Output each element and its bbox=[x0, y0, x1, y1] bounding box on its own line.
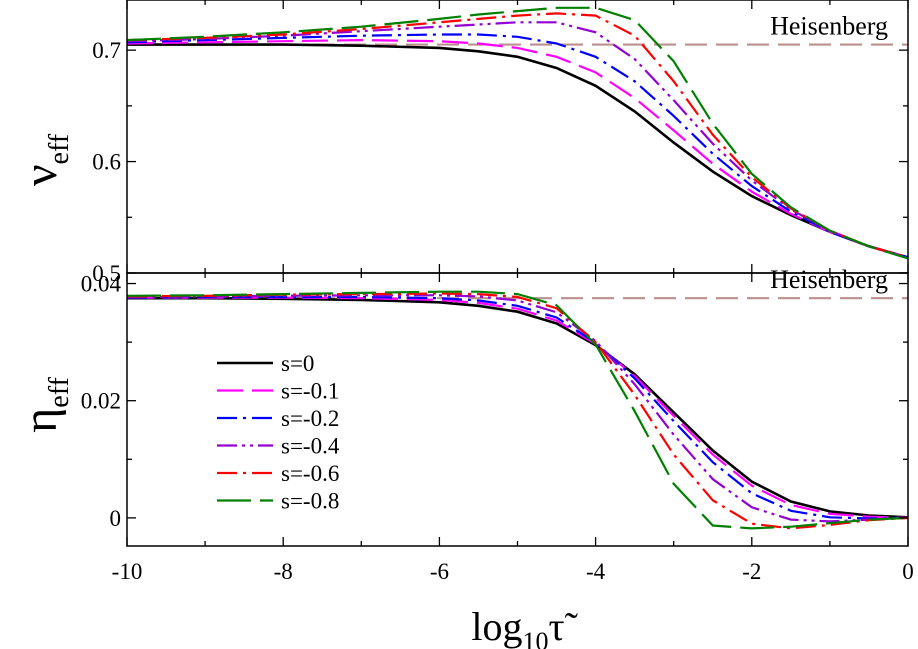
series-line-eta-1 bbox=[127, 296, 908, 519]
y-tick-label-0: 0.7 bbox=[92, 38, 121, 63]
x-tick-label: -4 bbox=[586, 559, 606, 584]
bottom-ylabel: ηeff bbox=[14, 376, 75, 432]
series-line-nu-0 bbox=[127, 43, 908, 259]
series-line-nu-4 bbox=[127, 12, 908, 259]
series-line-eta-0 bbox=[127, 296, 908, 519]
legend-label-5: s=-0.8 bbox=[281, 489, 339, 514]
series-line-nu-2 bbox=[127, 33, 908, 259]
legend-label-4: s=-0.6 bbox=[281, 461, 339, 486]
x-tick-label: -8 bbox=[274, 559, 293, 584]
series-line-eta-4 bbox=[127, 292, 908, 530]
series-line-eta-2 bbox=[127, 295, 908, 520]
legend-label-2: s=-0.2 bbox=[281, 406, 339, 431]
panel-frame-1 bbox=[126, 272, 909, 547]
x-axis-label: log10τ̃ bbox=[471, 604, 578, 649]
series-line-nu-1 bbox=[127, 38, 908, 259]
x-tick-label: -2 bbox=[742, 559, 761, 584]
y-tick-label-0: 0.5 bbox=[92, 261, 121, 286]
y-tick-label-1: 0.02 bbox=[81, 389, 121, 414]
x-tick-label: -6 bbox=[430, 559, 449, 584]
heisenberg-annotation: Heisenberg bbox=[770, 265, 888, 294]
legend-label-3: s=-0.4 bbox=[281, 434, 340, 459]
heisenberg-annotation: Heisenberg bbox=[770, 12, 888, 41]
series-line-eta-5 bbox=[127, 290, 908, 530]
y-tick-label-0: 0.6 bbox=[92, 150, 121, 175]
y-tick-label-1: 0.04 bbox=[81, 272, 122, 297]
legend-label-1: s=-0.1 bbox=[281, 379, 339, 404]
series-line-eta-3 bbox=[127, 294, 908, 523]
x-tick-label: 0 bbox=[902, 559, 914, 584]
y-tick-label-1: 0 bbox=[110, 506, 122, 531]
x-tick-label: -10 bbox=[112, 559, 143, 584]
legend-label-0: s=0 bbox=[281, 351, 314, 376]
top-ylabel: νeff bbox=[14, 133, 75, 186]
